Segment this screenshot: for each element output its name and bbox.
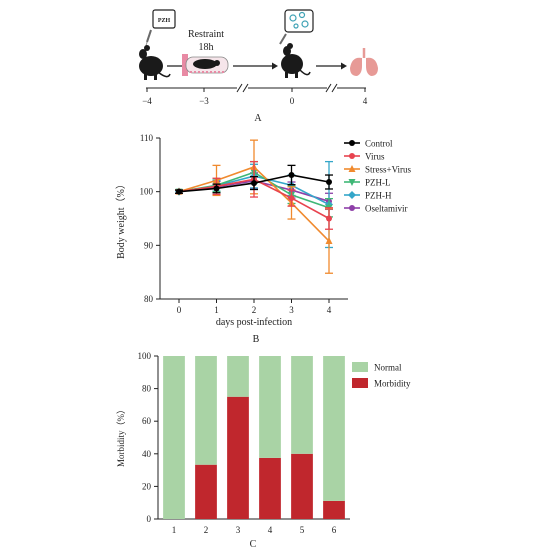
data-point (251, 180, 257, 187)
x-tick-label: 5 (300, 525, 305, 535)
y-tick-label: 80 (142, 384, 152, 394)
legend-item: PZH-H (344, 191, 392, 201)
bar-normal (163, 356, 185, 519)
y-tick-label: 90 (144, 240, 154, 250)
y-tick-label: 110 (140, 133, 154, 143)
mouse-icon (139, 45, 171, 80)
bar-normal (259, 356, 281, 458)
panel-a-timeline: PZH Restraint 18h (139, 9, 378, 124)
bar-morbidity (259, 457, 281, 519)
x-tick-label: 4 (327, 305, 332, 315)
data-point (288, 195, 295, 202)
bar-normal (227, 356, 249, 397)
lungs-icon (350, 48, 378, 76)
y-tick-label: 40 (142, 449, 152, 459)
legend-item: Virus (344, 152, 385, 162)
arrow-icon (316, 62, 347, 70)
x-axis-label: days post-infection (216, 317, 292, 328)
legend-swatch (352, 362, 368, 372)
restraint-tube-icon (182, 54, 229, 76)
timeline-axis (146, 83, 366, 93)
legend-label: Control (365, 139, 393, 149)
panel-c-label: C (250, 539, 257, 550)
legend-label: Oseltamivir (365, 204, 408, 214)
y-tick-label: 0 (147, 514, 152, 524)
x-tick-label: 3 (236, 525, 241, 535)
data-point (326, 179, 332, 186)
mouse-icon (281, 43, 311, 78)
bar-morbidity (291, 453, 313, 519)
x-tick-label: 1 (214, 305, 219, 315)
data-point (288, 172, 295, 179)
legend-item: PZH-L (344, 178, 391, 188)
data-point (348, 191, 356, 199)
legend-swatch (352, 378, 368, 388)
data-point (349, 140, 355, 146)
y-tick-label: 100 (138, 351, 152, 361)
bar-normal (195, 356, 217, 465)
series-control (175, 164, 333, 195)
data-point (349, 153, 355, 159)
series-stress-virus (175, 139, 333, 274)
timeline-tick-label: 0 (290, 96, 295, 106)
data-point (325, 237, 333, 245)
x-tick-label: 4 (268, 525, 273, 535)
body-weight-line-chart: Body weight（%） days post-infection B 80 9… (115, 133, 412, 345)
data-point (326, 215, 332, 222)
bar-morbidity (227, 396, 249, 519)
timeline-tick-label: 4 (363, 96, 368, 106)
pzh-syringe-icon (144, 9, 176, 51)
data-point (348, 165, 356, 172)
y-tick-label: 20 (142, 481, 152, 491)
bar-normal (323, 356, 345, 501)
x-tick-label: 2 (252, 305, 257, 315)
morbidity-stacked-bar-chart: Morbidity（%） C 0 20 40 60 80 100 1 2 3 4 5 6 Normal M… (116, 351, 411, 550)
legend-item: Stress+Virus (344, 165, 412, 175)
bar-morbidity (323, 500, 345, 519)
legend-label: PZH-L (365, 178, 391, 188)
bar-normal (291, 356, 313, 454)
x-tick-label: 6 (332, 525, 337, 535)
virus-syringe-icon (279, 9, 314, 45)
legend-item: Normal (352, 362, 402, 373)
y-tick-label: 60 (142, 416, 152, 426)
panel-b-label: B (253, 334, 260, 345)
pzh-label: PZH (158, 18, 171, 24)
y-tick-label: 100 (140, 187, 154, 197)
data-point (213, 185, 220, 192)
timeline-tick-label: −3 (199, 96, 209, 106)
legend-item: Oseltamivir (344, 204, 408, 214)
data-point (348, 179, 356, 186)
arrow-icon (233, 62, 278, 70)
bar-morbidity (195, 464, 217, 519)
legend-label: Normal (374, 363, 402, 373)
restraint-duration: 18h (199, 42, 214, 53)
x-tick-label: 3 (289, 305, 294, 315)
data-point (176, 188, 182, 195)
legend-label: PZH-H (365, 191, 392, 201)
legend-label: Stress+Virus (365, 165, 412, 175)
legend-item: Morbidity (352, 378, 411, 389)
y-axis-label: Body weight（%） (115, 179, 127, 259)
x-tick-label: 0 (177, 305, 182, 315)
legend-label: Virus (365, 152, 385, 162)
legend-label: Morbidity (374, 379, 411, 389)
legend-item: Control (344, 139, 393, 149)
x-tick-label: 1 (172, 525, 177, 535)
y-tick-label: 80 (144, 294, 154, 304)
restraint-label: Restraint (188, 29, 224, 40)
x-tick-label: 2 (204, 525, 209, 535)
panel-a-label: A (254, 113, 262, 124)
data-point (349, 205, 355, 211)
timeline-tick-label: −4 (142, 96, 152, 106)
y-axis-label: Morbidity（%） (116, 405, 126, 467)
